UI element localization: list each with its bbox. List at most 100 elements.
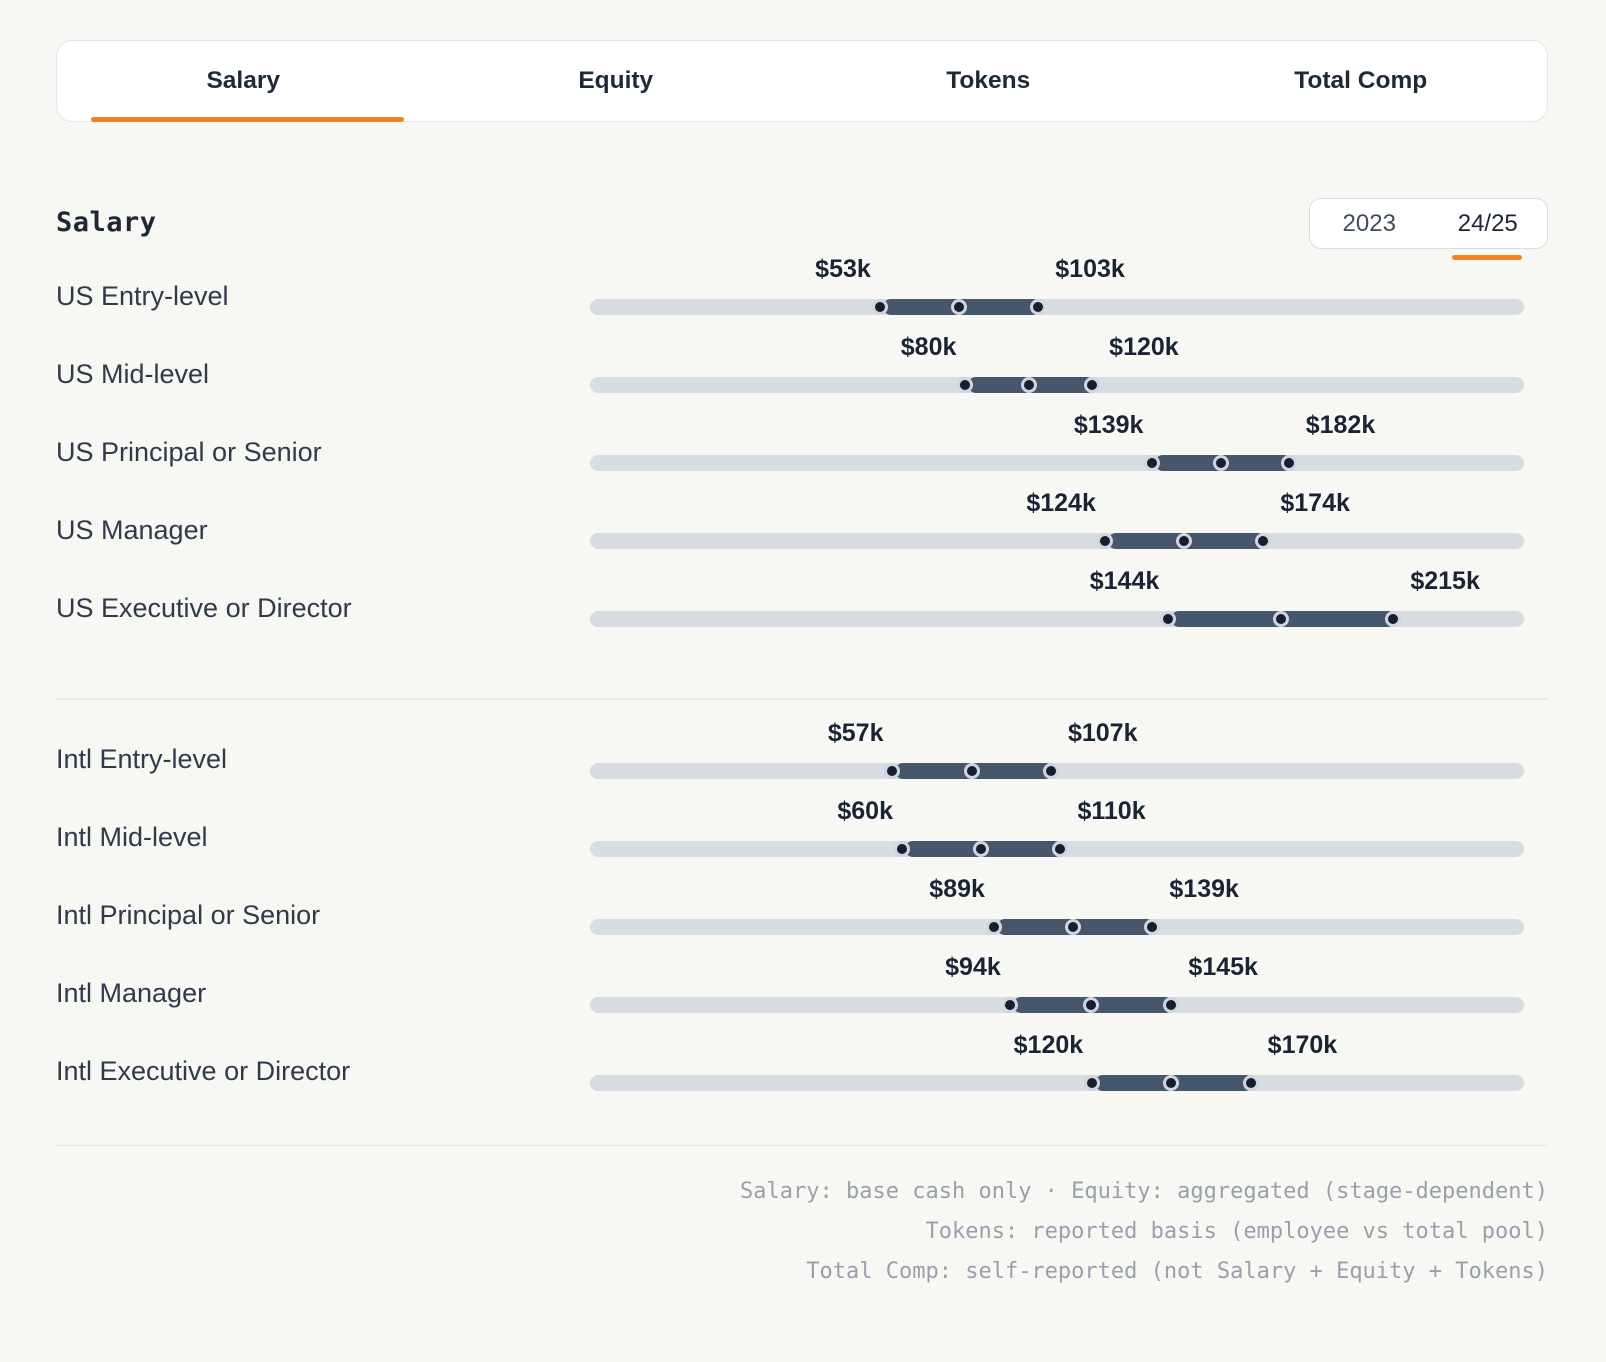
max-handle[interactable] (1255, 533, 1272, 549)
slider-track (590, 533, 1524, 549)
period-toggle: 2023 24/25 (1309, 198, 1548, 260)
range-max-value: $107k (1067, 718, 1138, 747)
mid-marker (1065, 918, 1082, 935)
slider-track (590, 377, 1524, 393)
mid-marker (1176, 533, 1193, 549)
range-slider: $80k $120k (590, 324, 1524, 402)
range-min-value: $89k (929, 874, 985, 903)
range-min-value: $144k (1089, 567, 1160, 595)
salary-range-row: Intl Mid-level $60k $110k (56, 788, 1548, 866)
max-handle[interactable] (1144, 918, 1161, 935)
slider-track (590, 762, 1524, 779)
mid-marker (973, 840, 990, 857)
range-slider: $94k $145k (590, 944, 1524, 1022)
range-max-value: $103k (1055, 255, 1125, 283)
range-slider: $144k $215k (590, 558, 1524, 636)
range-min-value: $80k (900, 333, 957, 361)
salary-range-group: Intl Entry-level $57k $107k Intl Mid-level $… (56, 710, 1548, 1100)
tab-tokens-label: Tokens (946, 67, 1031, 94)
row-label: US Executive or Director (56, 592, 352, 623)
min-handle[interactable] (957, 377, 974, 393)
row-label: US Mid-level (56, 358, 210, 389)
row-label: US Entry-level (56, 280, 229, 311)
slider-track (590, 840, 1524, 857)
salary-range-row: Intl Principal or Senior $89k $139k (56, 866, 1548, 944)
tab-tokens[interactable]: Tokens (802, 41, 1175, 121)
compensation-panel: Salary Equity Tokens Total Comp Salary 2… (56, 40, 1548, 1292)
min-handle[interactable] (1096, 533, 1113, 549)
tab-total-comp-label: Total Comp (1294, 67, 1428, 94)
row-label: Intl Mid-level (56, 822, 208, 852)
range-slider: $53k $103k (590, 246, 1524, 324)
row-label: Intl Principal or Senior (56, 900, 321, 930)
salary-range-row: US Mid-level $80k $120k (56, 324, 1548, 402)
tab-salary-label: Salary (206, 67, 281, 94)
active-tab-underline (91, 117, 404, 122)
max-handle[interactable] (1042, 762, 1059, 779)
slider-track (590, 918, 1524, 935)
section-header: Salary 2023 24/25 (56, 198, 1548, 260)
range-max-value: $145k (1188, 952, 1258, 981)
min-handle[interactable] (1144, 455, 1161, 471)
min-handle[interactable] (893, 840, 910, 857)
max-handle[interactable] (1163, 996, 1180, 1013)
section-divider (56, 698, 1548, 700)
period-option-2023[interactable]: 2023 (1310, 199, 1429, 248)
range-slider: $139k $182k (590, 402, 1524, 480)
salary-range-groups: US Entry-level $53k $103k US Mid-level $80k $… (56, 246, 1548, 1100)
tab-total-comp[interactable]: Total Comp (1175, 41, 1548, 121)
mid-marker (1272, 611, 1289, 627)
mid-marker (1163, 1074, 1180, 1091)
footnote-line: Tokens: reported basis (employee vs tota… (925, 1219, 1548, 1244)
salary-range-row: US Executive or Director $144k $215k (56, 558, 1548, 636)
min-handle[interactable] (1084, 1074, 1101, 1091)
min-handle[interactable] (1001, 996, 1018, 1013)
salary-range-row: US Entry-level $53k $103k (56, 246, 1548, 324)
range-max-value: $170k (1267, 1030, 1338, 1059)
footnotes: Salary: base cash only · Equity: aggrega… (56, 1146, 1548, 1292)
slider-track (590, 455, 1524, 471)
max-handle[interactable] (1242, 1074, 1259, 1091)
slider-track (590, 611, 1524, 627)
min-handle[interactable] (884, 762, 901, 779)
salary-range-row: US Manager $124k $174k (56, 480, 1548, 558)
min-handle[interactable] (1160, 611, 1177, 627)
section-heading: Salary (56, 207, 157, 238)
max-handle[interactable] (1385, 611, 1402, 627)
slider-track (590, 996, 1524, 1013)
range-slider: $124k $174k (590, 480, 1524, 558)
max-handle[interactable] (1280, 455, 1297, 471)
period-option-24-25[interactable]: 24/25 (1429, 199, 1548, 248)
range-min-value: $57k (827, 718, 884, 747)
range-slider: $60k $110k (590, 788, 1524, 866)
range-min-value: $53k (815, 255, 871, 283)
salary-range-row: US Principal or Senior $139k $182k (56, 402, 1548, 480)
range-min-value: $94k (945, 952, 1001, 981)
range-min-value: $120k (1013, 1030, 1084, 1059)
range-max-value: $110k (1077, 796, 1146, 825)
range-min-value: $124k (1026, 489, 1096, 517)
min-handle[interactable] (871, 299, 888, 315)
min-handle[interactable] (985, 918, 1002, 935)
tab-bar: Salary Equity Tokens Total Comp (56, 40, 1548, 122)
range-min-value: $60k (837, 796, 893, 825)
salary-range-row: Intl Manager $94k $145k (56, 944, 1548, 1022)
salary-range-row: Intl Executive or Director $120k $170k (56, 1022, 1548, 1100)
range-max-value: $215k (1410, 567, 1480, 595)
range-max-value: $139k (1169, 874, 1239, 903)
active-period-underline (1452, 255, 1522, 260)
row-label: Intl Manager (56, 978, 207, 1008)
slider-track (590, 299, 1524, 315)
max-handle[interactable] (1052, 840, 1069, 857)
tab-salary[interactable]: Salary (57, 41, 430, 122)
mid-marker (1020, 377, 1037, 393)
mid-marker (1082, 996, 1099, 1013)
range-slider: $57k $107k (590, 710, 1524, 788)
row-label: Intl Executive or Director (56, 1056, 351, 1086)
tab-equity[interactable]: Equity (430, 41, 803, 121)
max-handle[interactable] (1030, 299, 1047, 315)
max-handle[interactable] (1084, 377, 1101, 393)
slider-track (590, 1074, 1524, 1091)
footnote-line: Total Comp: self-reported (not Salary + … (806, 1259, 1548, 1284)
range-max-value: $182k (1305, 411, 1376, 439)
